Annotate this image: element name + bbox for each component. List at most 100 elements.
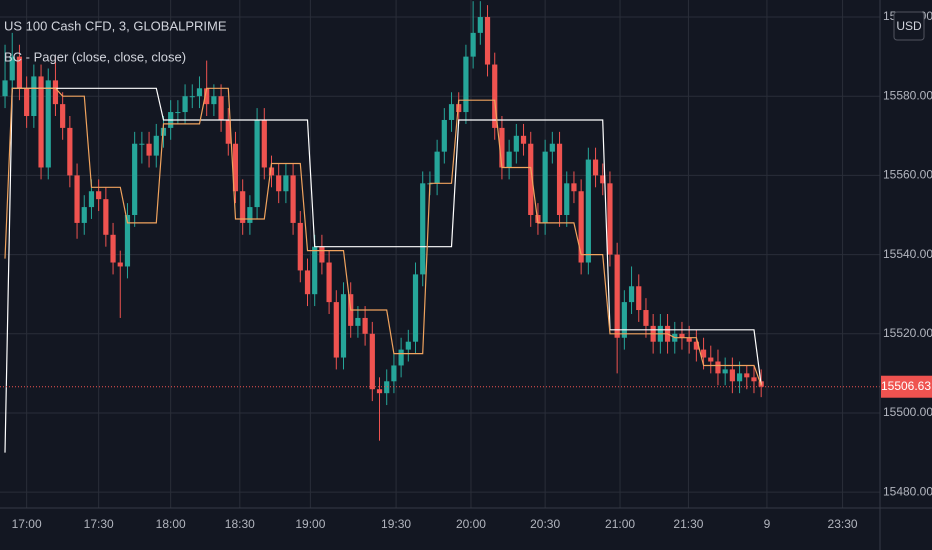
candle-body: [744, 373, 750, 378]
x-tick-label: 20:00: [456, 517, 486, 531]
candle-body: [679, 333, 685, 338]
candle-body: [700, 349, 707, 358]
candle-body: [686, 337, 692, 342]
candle-body: [218, 96, 224, 120]
x-tick-label: 20:30: [530, 517, 560, 531]
candle-body: [189, 96, 195, 98]
candle-body: [276, 175, 282, 192]
plot: [0, 1, 880, 453]
candle-body: [312, 246, 318, 295]
indicator-label: BC - Pager (close, close, close): [4, 49, 186, 64]
candle-body: [103, 199, 109, 235]
candle-body: [96, 191, 102, 200]
candle-body: [441, 119, 447, 152]
candle-body: [146, 143, 152, 156]
candle-body: [571, 183, 577, 192]
x-tick-label: 9: [764, 517, 771, 531]
candle-body: [333, 302, 339, 358]
candle-body: [585, 159, 591, 263]
candle-body: [88, 191, 95, 208]
candle-body: [499, 127, 505, 168]
candle-body: [247, 207, 253, 223]
candle-body: [24, 88, 30, 117]
last-price-label: 15506.63: [881, 379, 931, 393]
candle-body: [592, 159, 599, 176]
candle-body: [736, 373, 743, 382]
x-tick-label: 21:30: [673, 517, 703, 531]
x-tick-label: 18:00: [156, 517, 186, 531]
candle-body: [124, 214, 131, 267]
candle-body: [45, 80, 51, 168]
candle-body: [751, 377, 757, 382]
candle-body: [477, 17, 483, 33]
last-price-box: [881, 375, 932, 398]
candle-body: [722, 369, 728, 374]
candle-body: [232, 143, 239, 192]
candle-body: [398, 349, 404, 366]
candle-body: [513, 135, 519, 152]
candle-body: [456, 104, 462, 113]
currency-label[interactable]: USD: [896, 19, 922, 33]
candle-body: [362, 317, 368, 334]
candle-body: [621, 302, 627, 338]
candle-body: [340, 294, 347, 358]
candle-body: [492, 64, 498, 128]
candle-body: [268, 167, 275, 176]
candle-body: [520, 135, 527, 144]
candle-body: [74, 175, 80, 223]
candle-body: [528, 143, 534, 215]
candle-body: [204, 88, 210, 105]
candle-body: [326, 262, 332, 303]
currency-box[interactable]: [893, 11, 925, 41]
candle-body: [182, 96, 188, 113]
candle-body: [506, 151, 512, 168]
candle-body: [355, 317, 361, 326]
candle-body: [2, 80, 8, 97]
candle-body: [405, 341, 411, 350]
candle-body: [117, 262, 123, 267]
candle-body: [412, 274, 419, 342]
candle-body: [110, 234, 116, 263]
candle-body: [484, 17, 491, 65]
candle-body: [448, 104, 455, 120]
y-tick-label: 15560.00: [883, 168, 932, 182]
x-tick-label: 18:30: [225, 517, 255, 531]
candle-body: [31, 76, 37, 117]
candle-body: [463, 56, 469, 113]
candle-body: [283, 175, 289, 192]
x-tick-label: 19:00: [295, 517, 325, 531]
candle-body: [434, 151, 440, 184]
candle-body: [729, 369, 735, 382]
y-tick-label: 15580.00: [883, 88, 932, 102]
candle-body: [81, 207, 87, 223]
x-tick-label: 21:00: [605, 517, 635, 531]
y-tick-label: 15500.00: [883, 405, 932, 419]
y-tick-label: 15480.00: [883, 484, 932, 498]
candle-body: [175, 112, 181, 114]
candle-body: [211, 96, 217, 105]
candle-body: [139, 143, 145, 145]
x-tick-label: 17:30: [84, 517, 114, 531]
candle-body: [38, 76, 44, 168]
y-tick-label: 15540.00: [883, 247, 932, 261]
candle-body: [600, 175, 606, 184]
candle-body: [578, 191, 584, 263]
candle-body: [470, 32, 476, 57]
candle-body: [549, 143, 555, 152]
candle-body: [708, 357, 714, 362]
candle-body: [636, 286, 642, 311]
candle-body: [542, 151, 548, 223]
y-tick-label: 15520.00: [883, 326, 932, 340]
candle-body: [16, 56, 23, 89]
candle-body: [376, 389, 383, 394]
candle-body: [261, 119, 267, 168]
indicator-line: [4, 87, 762, 386]
x-tick-label: 19:30: [381, 517, 411, 531]
candle-body: [384, 381, 390, 394]
candle-body: [607, 183, 613, 255]
candle-body: [614, 254, 620, 338]
candle-body: [196, 88, 203, 97]
candle-body: [9, 56, 15, 81]
candle-body: [304, 270, 311, 295]
candle-body: [556, 143, 563, 215]
